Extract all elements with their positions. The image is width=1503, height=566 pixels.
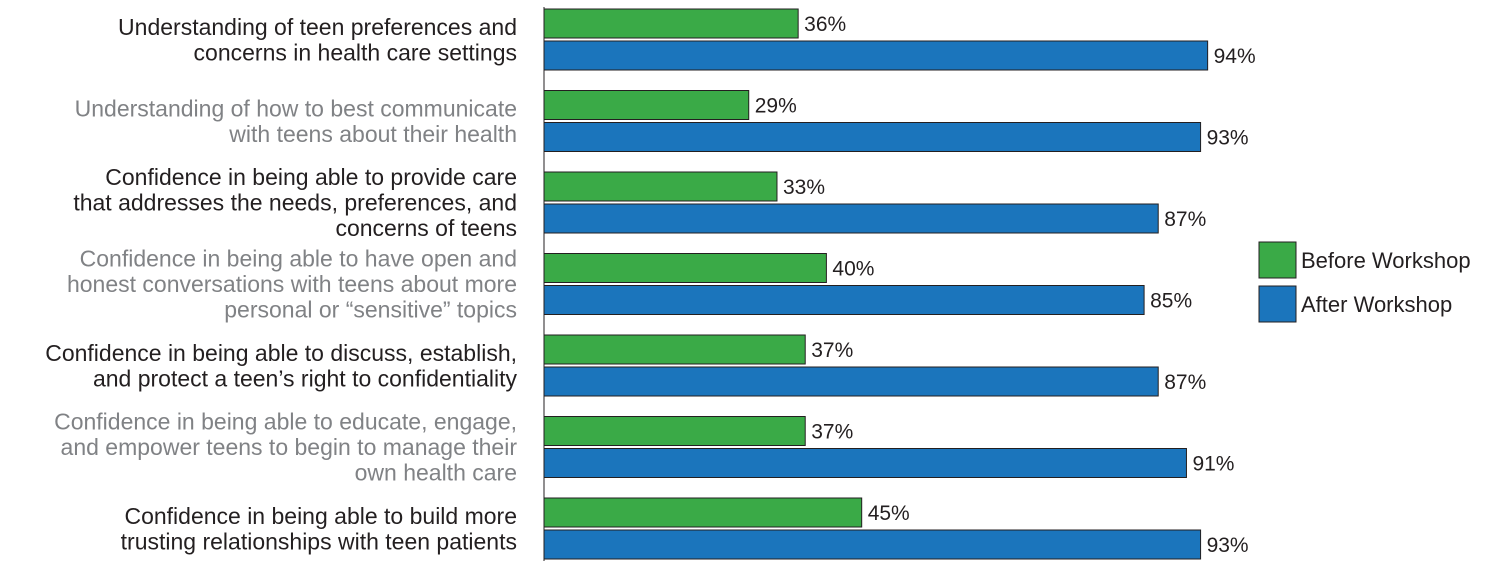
legend-label: After Workshop xyxy=(1301,292,1452,317)
bar-group: Understanding of teen preferences and con… xyxy=(118,8,1256,71)
bar-after-workshop xyxy=(543,366,1159,397)
data-label: 36% xyxy=(804,13,846,36)
bar-group: Confidence in being able to discuss, est… xyxy=(45,334,1206,397)
category-label: Understanding of teen preferences and con… xyxy=(118,14,517,66)
legend-swatch xyxy=(1258,241,1297,279)
data-label: 93% xyxy=(1207,127,1249,150)
bar-before-workshop xyxy=(543,497,863,528)
data-label: 91% xyxy=(1192,453,1234,476)
bar-group: Confidence in being able to provide care… xyxy=(73,164,1206,241)
bar-after-workshop xyxy=(543,40,1209,71)
category-label: Confidence in being able to educate, eng… xyxy=(54,409,517,486)
bar-group: Confidence in being able to educate, eng… xyxy=(54,409,1234,486)
data-label: 85% xyxy=(1150,290,1192,313)
data-label: 87% xyxy=(1164,208,1206,231)
data-label: 45% xyxy=(868,502,910,525)
bar-after-workshop xyxy=(543,285,1145,315)
bar-before-workshop xyxy=(543,253,827,283)
category-label: Confidence in being able to build more tr… xyxy=(121,503,517,555)
bar-group: Understanding of how to best communicate… xyxy=(75,90,1249,152)
data-label: 94% xyxy=(1214,45,1256,68)
data-label: 37% xyxy=(811,339,853,362)
bar-group: Confidence in being able to build more tr… xyxy=(121,497,1249,560)
bar-before-workshop xyxy=(543,171,778,202)
legend: Before Workshop After Workshop xyxy=(1258,241,1471,323)
category-label: Confidence in being able to provide care… xyxy=(73,164,517,241)
bar-before-workshop xyxy=(543,8,799,39)
bar-before-workshop xyxy=(543,334,806,365)
category-label: Understanding of how to best communicate… xyxy=(75,95,517,147)
bar-after-workshop xyxy=(543,448,1187,478)
bar-after-workshop xyxy=(543,203,1159,234)
category-label: Confidence in being able to discuss, est… xyxy=(45,340,517,392)
data-label: 37% xyxy=(811,421,853,444)
legend-swatch xyxy=(1258,285,1297,323)
bar-before-workshop xyxy=(543,416,806,446)
category-label: Confidence in being able to have open an… xyxy=(67,246,517,323)
bar-after-workshop xyxy=(543,122,1202,152)
bar-group: Confidence in being able to have open an… xyxy=(67,246,1192,323)
bar-after-workshop xyxy=(543,529,1202,560)
data-label: 40% xyxy=(832,258,874,281)
data-label: 93% xyxy=(1207,534,1249,557)
bar-before-workshop xyxy=(543,90,750,120)
legend-label: Before Workshop xyxy=(1301,248,1471,273)
data-label: 29% xyxy=(755,95,797,118)
data-label: 87% xyxy=(1164,371,1206,394)
data-label: 33% xyxy=(783,176,825,199)
